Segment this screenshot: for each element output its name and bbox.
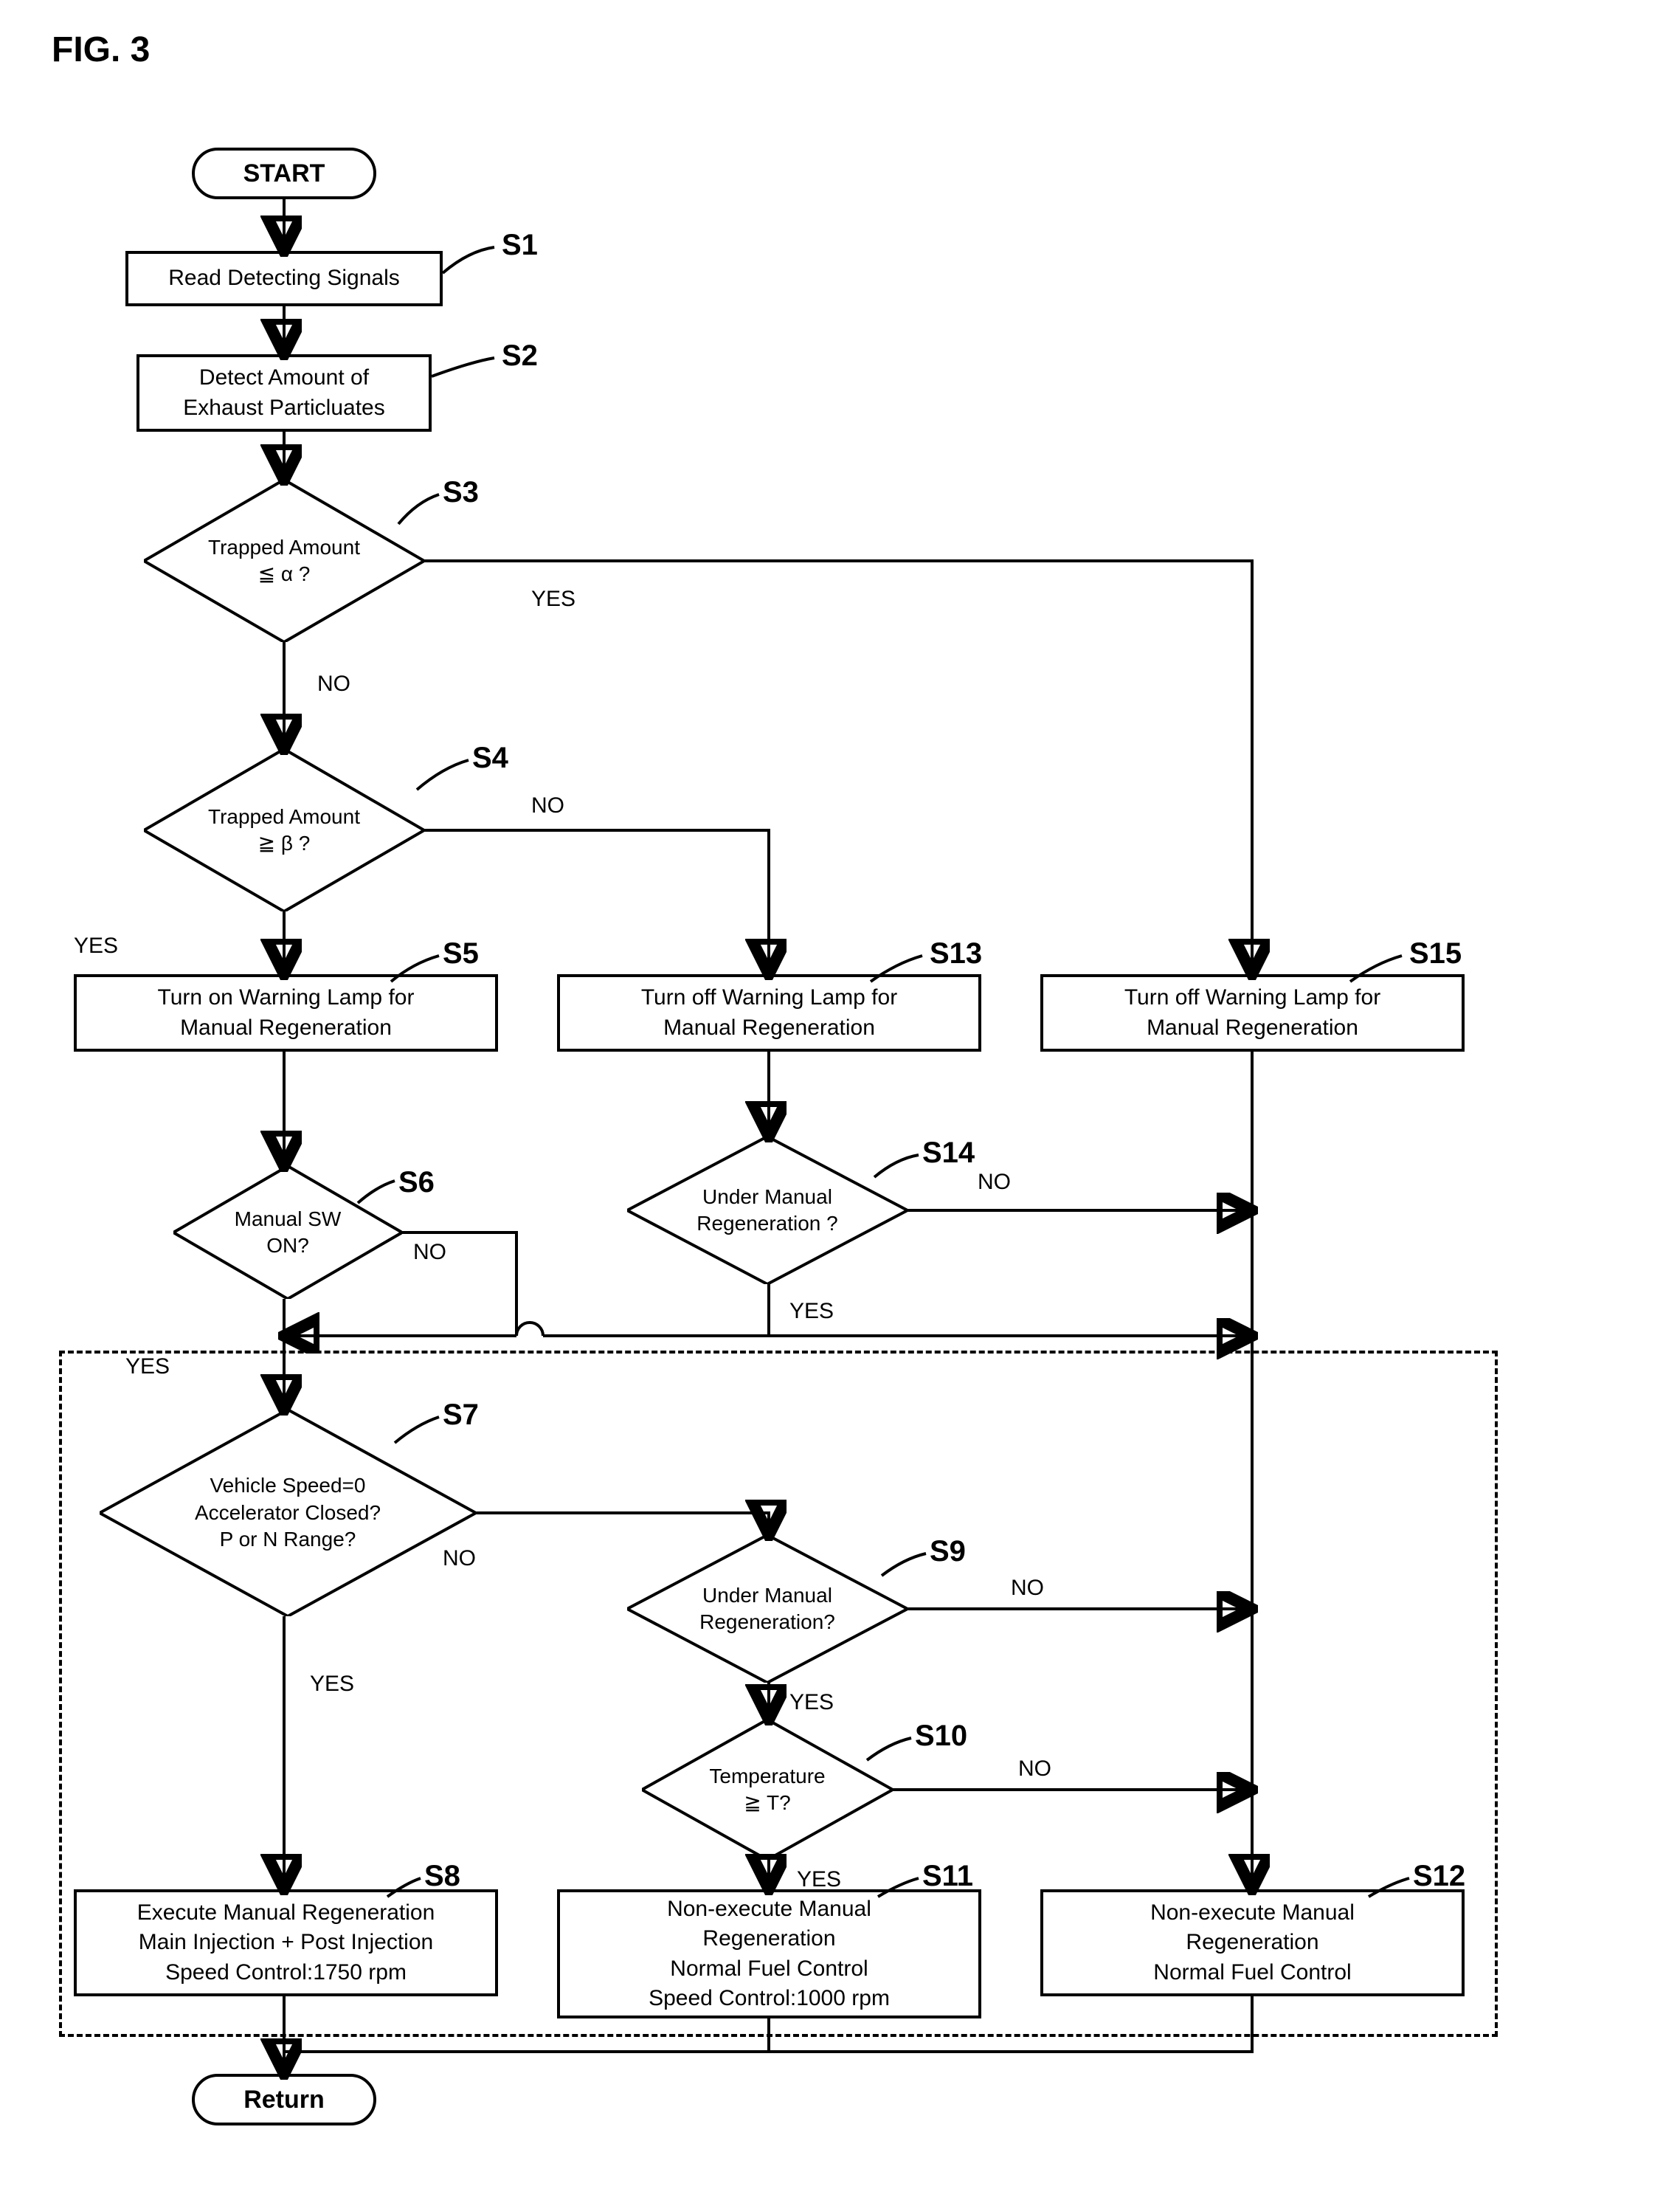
label-s4: S4 bbox=[472, 742, 508, 775]
ans-s4-no: NO bbox=[531, 793, 564, 818]
ans-s3-no: NO bbox=[317, 672, 350, 697]
start-terminal: START bbox=[192, 148, 376, 199]
return-terminal: Return bbox=[192, 2074, 376, 2125]
ans-s10-yes: YES bbox=[797, 1867, 841, 1892]
ans-s4-yes: YES bbox=[74, 934, 118, 959]
decision-s3-text: Trapped Amount ≦ α ? bbox=[208, 534, 360, 588]
decision-s4-text: Trapped Amount ≧ β ? bbox=[208, 804, 360, 858]
ans-s6-yes: YES bbox=[125, 1354, 170, 1379]
process-s15-text: Turn off Warning Lamp for Manual Regener… bbox=[1124, 983, 1380, 1043]
process-s8: Execute Manual Regeneration Main Injecti… bbox=[74, 1889, 498, 1996]
process-s1-text: Read Detecting Signals bbox=[168, 263, 400, 294]
process-s12-text: Non-execute Manual Regeneration Normal F… bbox=[1150, 1898, 1355, 1988]
figure-title: FIG. 3 bbox=[52, 30, 150, 70]
label-s15: S15 bbox=[1409, 937, 1462, 970]
decision-s9: Under Manual Regeneration? bbox=[627, 1535, 908, 1683]
ans-s7-no: NO bbox=[443, 1546, 476, 1571]
decision-s6: Manual SW ON? bbox=[173, 1166, 402, 1299]
label-s8: S8 bbox=[424, 1860, 460, 1893]
process-s2: Detect Amount of Exhaust Particluates bbox=[136, 354, 432, 432]
decision-s10: Temperature ≧ T? bbox=[642, 1720, 893, 1860]
ans-s7-yes: YES bbox=[310, 1672, 354, 1697]
decision-s10-text: Temperature ≧ T? bbox=[709, 1763, 825, 1817]
decision-s9-text: Under Manual Regeneration? bbox=[699, 1582, 835, 1636]
label-s14: S14 bbox=[922, 1137, 975, 1170]
decision-s7: Vehicle Speed=0 Accelerator Closed? P or… bbox=[100, 1410, 476, 1616]
process-s2-text: Detect Amount of Exhaust Particluates bbox=[183, 363, 384, 423]
decision-s7-text: Vehicle Speed=0 Accelerator Closed? P or… bbox=[195, 1472, 381, 1553]
label-s9: S9 bbox=[930, 1535, 966, 1568]
decision-s14: Under Manual Regeneration ? bbox=[627, 1137, 908, 1284]
decision-s3: Trapped Amount ≦ α ? bbox=[144, 480, 424, 642]
ans-s14-yes: YES bbox=[789, 1299, 834, 1324]
decision-s4: Trapped Amount ≧ β ? bbox=[144, 749, 424, 911]
process-s5-text: Turn on Warning Lamp for Manual Regenera… bbox=[158, 983, 415, 1043]
label-s10: S10 bbox=[915, 1720, 967, 1753]
process-s1: Read Detecting Signals bbox=[125, 251, 443, 306]
label-s6: S6 bbox=[398, 1166, 435, 1199]
decision-s14-text: Under Manual Regeneration ? bbox=[696, 1184, 837, 1238]
process-s11: Non-execute Manual Regeneration Normal F… bbox=[557, 1889, 981, 2018]
process-s8-text: Execute Manual Regeneration Main Injecti… bbox=[137, 1898, 435, 1988]
decision-s6-text: Manual SW ON? bbox=[235, 1206, 342, 1260]
label-s12: S12 bbox=[1413, 1860, 1465, 1893]
flowchart-canvas: FIG. 3 START Read Detecting Signals S1 D… bbox=[30, 30, 1650, 2156]
label-s13: S13 bbox=[930, 937, 982, 970]
process-s15: Turn off Warning Lamp for Manual Regener… bbox=[1040, 974, 1465, 1052]
process-s13-text: Turn off Warning Lamp for Manual Regener… bbox=[641, 983, 897, 1043]
label-s7: S7 bbox=[443, 1399, 479, 1432]
ans-s3-yes: YES bbox=[531, 587, 575, 612]
label-s11: S11 bbox=[922, 1860, 973, 1893]
ans-s9-yes: YES bbox=[789, 1690, 834, 1715]
ans-s14-no: NO bbox=[978, 1170, 1011, 1195]
process-s13: Turn off Warning Lamp for Manual Regener… bbox=[557, 974, 981, 1052]
process-s5: Turn on Warning Lamp for Manual Regenera… bbox=[74, 974, 498, 1052]
ans-s6-no: NO bbox=[413, 1240, 446, 1265]
process-s11-text: Non-execute Manual Regeneration Normal F… bbox=[649, 1894, 890, 2014]
ans-s10-no: NO bbox=[1018, 1756, 1051, 1782]
ans-s9-no: NO bbox=[1011, 1576, 1044, 1601]
label-s5: S5 bbox=[443, 937, 479, 970]
label-s2: S2 bbox=[502, 339, 538, 373]
label-s1: S1 bbox=[502, 229, 538, 262]
process-s12: Non-execute Manual Regeneration Normal F… bbox=[1040, 1889, 1465, 1996]
label-s3: S3 bbox=[443, 476, 479, 509]
